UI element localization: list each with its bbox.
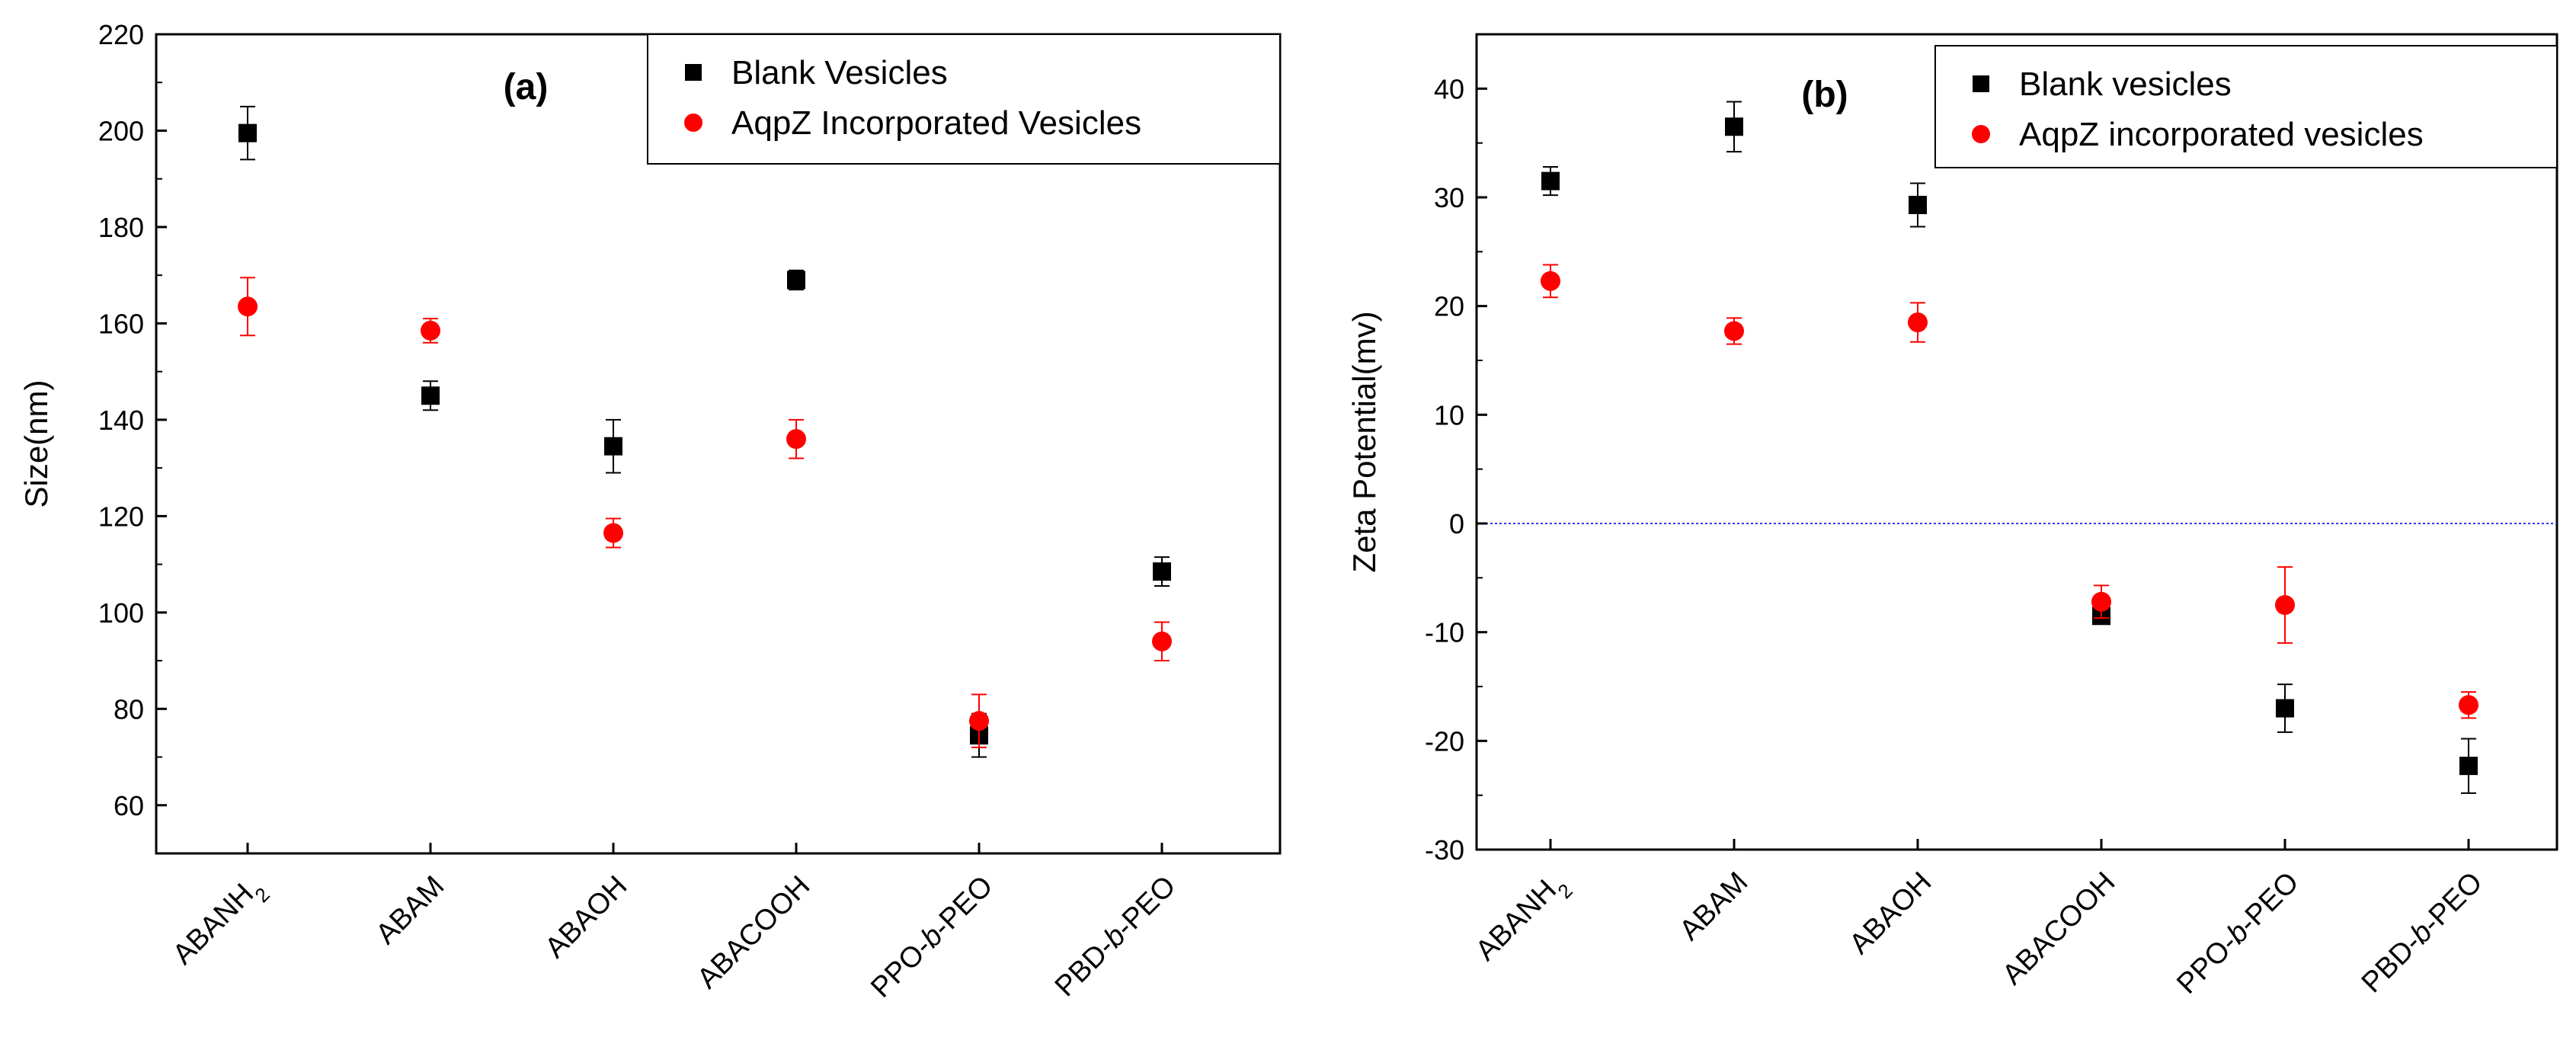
panel-b-plot-frame [1475, 33, 2558, 851]
panel-a-y-tick-label-180: 180 [98, 212, 144, 243]
panel-a-aqpz-incorporated-vesicles-point-4 [969, 711, 989, 731]
panel-a-y-tick-label-60: 60 [114, 790, 144, 821]
panel-b-legend-label-1: AqpZ incorporated vesicles [2019, 116, 2424, 153]
panel-b-x-label-ppo-b-peo: PPO-b-PEO [2171, 866, 2305, 1000]
panel-b-aqpz-incorporated-vesicles-point-0 [1541, 271, 1560, 291]
panel-b-zeta-chart: -30 -20 -10 0 10 20 30 40 Zeta Potential(mv) ABAN… [1346, 33, 2558, 1000]
panel-a-x-label-part: ABAOH [539, 870, 634, 965]
panel-a-x-label-abanh2: ABANH2 [167, 870, 274, 978]
panel-b-blank-vesicles-point-1 [1725, 117, 1743, 136]
panel-a-blank-vesicles-point-3 [787, 271, 805, 290]
panel-a-x-label-part: -PEO [1109, 870, 1182, 943]
panel-a-blank-vesicles-point-5 [1153, 562, 1171, 581]
panel-a-x-label-part: ABACOOH [691, 870, 816, 995]
panel-b-x-label-abacooh: ABACOOH [1996, 866, 2121, 991]
panel-b-aqpz-incorporated-vesicles-point-4 [2275, 595, 2295, 615]
panel-a-y-tick-label-120: 120 [98, 501, 144, 532]
panel-a-y-tick-label-140: 140 [98, 405, 144, 436]
panel-b-x-label-abanh2: ABANH2 [1470, 866, 1577, 974]
panel-b-x-label-part: -PEO [2416, 866, 2488, 939]
panel-a-y-tick-label-200: 200 [98, 115, 144, 146]
panel-a-legend-marker-1 [684, 114, 702, 132]
panel-a-y-tick-label-80: 80 [114, 693, 144, 725]
panel-b-aqpz-incorporated-vesicles-point-3 [2091, 591, 2111, 612]
panel-a-aqpz-incorporated-vesicles-point-5 [1152, 631, 1172, 651]
panel-b-x-label-part: ABACOOH [1996, 866, 2121, 991]
panel-b-y-tick-label-10: 10 [1434, 399, 1464, 431]
panel-a-aqpz-incorporated-vesicles-point-2 [603, 523, 623, 543]
panel-b-legend-box [1934, 45, 2558, 168]
panel-a-x-label-ppo-b-peo: PPO-b-PEO [865, 870, 999, 1004]
panel-a-legend-label-0: Blank Vesicles [731, 54, 948, 91]
panel-a-aqpz-incorporated-vesicles-point-1 [421, 320, 440, 341]
panel-a-blank-vesicles-point-1 [421, 386, 440, 405]
panel-b-y-tick-label-20: -20 [1425, 725, 1464, 757]
panel-b-aqpz-incorporated-vesicles-point-2 [1908, 312, 1928, 333]
panel-a-blank-vesicles-point-2 [604, 437, 622, 456]
panel-a-y-tick-label-220: 220 [98, 19, 144, 50]
panel-b-blank-vesicles-point-4 [2276, 699, 2294, 718]
panel-b-x-label-part: ABAM [1674, 866, 1755, 947]
panel-a-x-label-part: ABAM [370, 870, 451, 951]
panel-b-blank-vesicles-point-5 [2459, 757, 2478, 776]
panel-b-y-tick-label-40: 40 [1434, 73, 1464, 104]
panel-b-x-label-part: -PEO [2232, 866, 2305, 939]
panel-b-aqpz-incorporated-vesicles-point-5 [2459, 695, 2478, 715]
panel-b-x-label-part: ABANH [1470, 874, 1563, 967]
panel-a-tag: (a) [504, 67, 549, 107]
panel-b-legend-marker-1 [1972, 125, 1990, 143]
panel-b-x-label-abaoh: ABAOH [1844, 866, 1938, 961]
panel-b-x-label-part: ABAOH [1844, 866, 1938, 961]
panel-b-y-tick-label-30: -30 [1425, 834, 1464, 866]
panel-a-legend-label-1: AqpZ Incorporated Vesicles [731, 104, 1141, 142]
panel-a-x-label-part: -PEO [926, 870, 999, 943]
panel-b-legend-label-0: Blank vesicles [2019, 66, 2232, 103]
panel-b-y-tick-label-10: -10 [1425, 617, 1464, 648]
panel-b-x-label-pbd-b-peo: PBD-b-PEO [2356, 866, 2489, 1000]
panel-b-tag: (b) [1801, 75, 1848, 115]
panel-b-aqpz-incorporated-vesicles-point-1 [1724, 321, 1744, 341]
panel-a-x-label-pbd-b-peo: PBD-b-PEO [1049, 870, 1182, 1004]
panel-b-blank-vesicles-point-2 [1909, 195, 1927, 214]
panel-a-aqpz-incorporated-vesicles-point-0 [238, 296, 258, 317]
panel-a-y-tick-label-160: 160 [98, 308, 144, 339]
panel-a-blank-vesicles-point-0 [238, 123, 257, 142]
panel-b-blank-vesicles-point-0 [1541, 171, 1560, 190]
panel-b-y-axis-label: Zeta Potential(mv) [1346, 311, 1382, 572]
panel-b-x-label-abam: ABAM [1674, 866, 1755, 947]
panel-a-y-tick-label-100: 100 [98, 597, 144, 629]
panel-a-y-axis-label: Size(nm) [18, 379, 54, 507]
panel-a-legend-box [647, 34, 1281, 165]
panel-a-x-label-abacooh: ABACOOH [691, 870, 816, 995]
panel-a-legend-marker-0 [685, 64, 702, 81]
panel-b-y-tick-label-20: 20 [1434, 291, 1464, 322]
panel-b-y-tick-label-0: 0 [1449, 508, 1464, 539]
panel-a-x-label-part: ABANH [167, 878, 260, 971]
panel-b-legend-marker-0 [1973, 75, 1989, 92]
panel-a-x-label-abam: ABAM [370, 870, 451, 951]
panel-a-aqpz-incorporated-vesicles-point-3 [786, 429, 806, 450]
panel-b-y-tick-label-30: 30 [1434, 182, 1464, 213]
panel-a-x-label-abaoh: ABAOH [539, 870, 634, 965]
